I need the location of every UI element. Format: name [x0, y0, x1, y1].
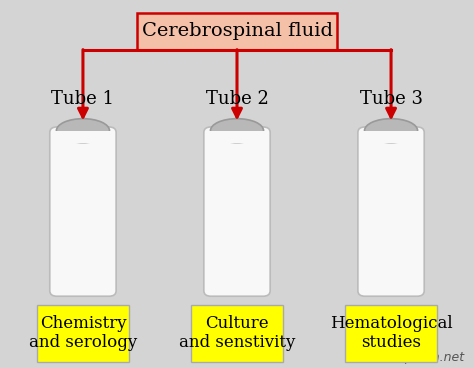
- Text: Tube 1: Tube 1: [52, 90, 114, 107]
- FancyBboxPatch shape: [363, 131, 420, 142]
- FancyBboxPatch shape: [55, 131, 112, 142]
- Text: Tube 2: Tube 2: [206, 90, 268, 107]
- Text: Cerebrospinal fluid: Cerebrospinal fluid: [142, 22, 332, 40]
- FancyBboxPatch shape: [50, 127, 116, 296]
- Text: Tube 3: Tube 3: [360, 90, 422, 107]
- FancyBboxPatch shape: [358, 127, 424, 296]
- Bar: [191, 305, 283, 361]
- Text: labpedia.net: labpedia.net: [386, 351, 465, 364]
- Bar: [137, 13, 337, 50]
- Text: Hematological
studies: Hematological studies: [330, 315, 452, 351]
- FancyBboxPatch shape: [204, 127, 270, 296]
- Text: Chemistry
and serology: Chemistry and serology: [29, 315, 137, 351]
- Bar: [36, 305, 129, 361]
- FancyBboxPatch shape: [209, 131, 266, 142]
- Text: Culture
and senstivity: Culture and senstivity: [179, 315, 295, 351]
- Bar: [345, 305, 437, 361]
- Ellipse shape: [210, 118, 264, 143]
- Ellipse shape: [365, 118, 418, 143]
- Ellipse shape: [56, 118, 109, 143]
